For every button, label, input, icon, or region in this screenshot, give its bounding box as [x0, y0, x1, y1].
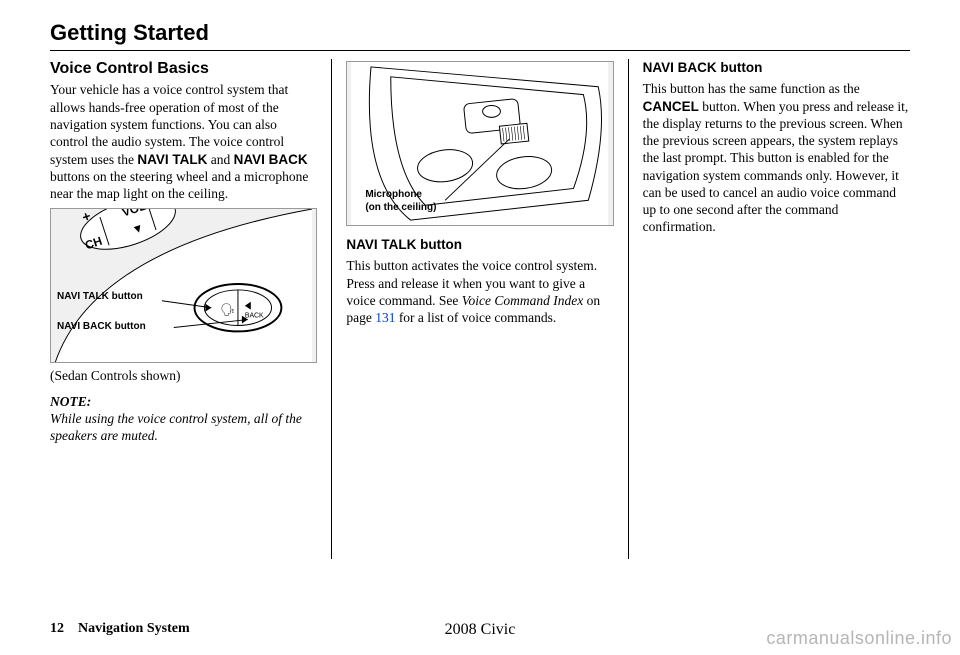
svg-text:🗣: 🗣 — [220, 303, 235, 317]
navi-talk-description: This button activates the voice control … — [346, 257, 613, 326]
note-body: While using the voice control system, al… — [50, 411, 302, 443]
navi-back-bold: NAVI BACK — [643, 60, 721, 75]
text: and — [207, 152, 233, 167]
microphone-callout: Microphone (on the ceiling) — [365, 189, 436, 215]
voice-control-heading: Voice Control Basics — [50, 59, 317, 79]
manual-page: Getting Started Voice Control Basics You… — [0, 0, 960, 655]
text: for a list of voice commands. — [395, 310, 556, 325]
page-title: Getting Started — [50, 20, 910, 46]
figure-caption: (Sedan Controls shown) — [50, 367, 317, 384]
page-link-131[interactable]: 131 — [375, 310, 395, 325]
navi-talk-label: NAVI TALK — [137, 152, 207, 167]
steering-buttons-figure: + CH VOL ▼ 🗣 BACK — [50, 208, 317, 363]
cancel-label: CANCEL — [643, 99, 699, 114]
title-rule — [50, 50, 910, 51]
svg-text:+: + — [80, 209, 93, 225]
note-block: NOTE: While using the voice control syst… — [50, 393, 317, 445]
voice-control-intro: Your vehicle has a voice control system … — [50, 81, 317, 202]
navi-talk-bold: NAVI TALK — [346, 237, 420, 252]
navi-back-label: NAVI BACK — [234, 152, 308, 167]
navi-back-description: This button has the same function as the… — [643, 80, 910, 235]
voice-command-index: Voice Command Index — [462, 293, 583, 308]
column-2: Microphone (on the ceiling) NAVI TALK bu… — [332, 59, 627, 559]
navi-back-callout: NAVI BACK button — [57, 321, 146, 334]
steering-svg: + CH VOL ▼ 🗣 BACK — [51, 209, 316, 362]
button-word: button — [420, 237, 462, 252]
navi-talk-button-heading: NAVI TALK button — [346, 236, 613, 253]
column-1: Voice Control Basics Your vehicle has a … — [50, 59, 331, 559]
watermark: carmanualsonline.info — [766, 628, 952, 649]
button-word: button — [720, 60, 762, 75]
navi-back-button-heading: NAVI BACK button — [643, 59, 910, 76]
text: buttons on the steering wheel and a micr… — [50, 169, 308, 201]
column-3: NAVI BACK button This button has the sam… — [629, 59, 910, 559]
navi-talk-callout: NAVI TALK button — [57, 291, 143, 304]
body-columns: Voice Control Basics Your vehicle has a … — [50, 59, 910, 559]
text: button. When you press and release it, t… — [643, 99, 909, 235]
note-label: NOTE: — [50, 394, 91, 409]
text: This button has the same function as the — [643, 81, 860, 96]
microphone-figure: Microphone (on the ceiling) — [346, 61, 613, 226]
svg-text:BACK: BACK — [245, 313, 264, 320]
